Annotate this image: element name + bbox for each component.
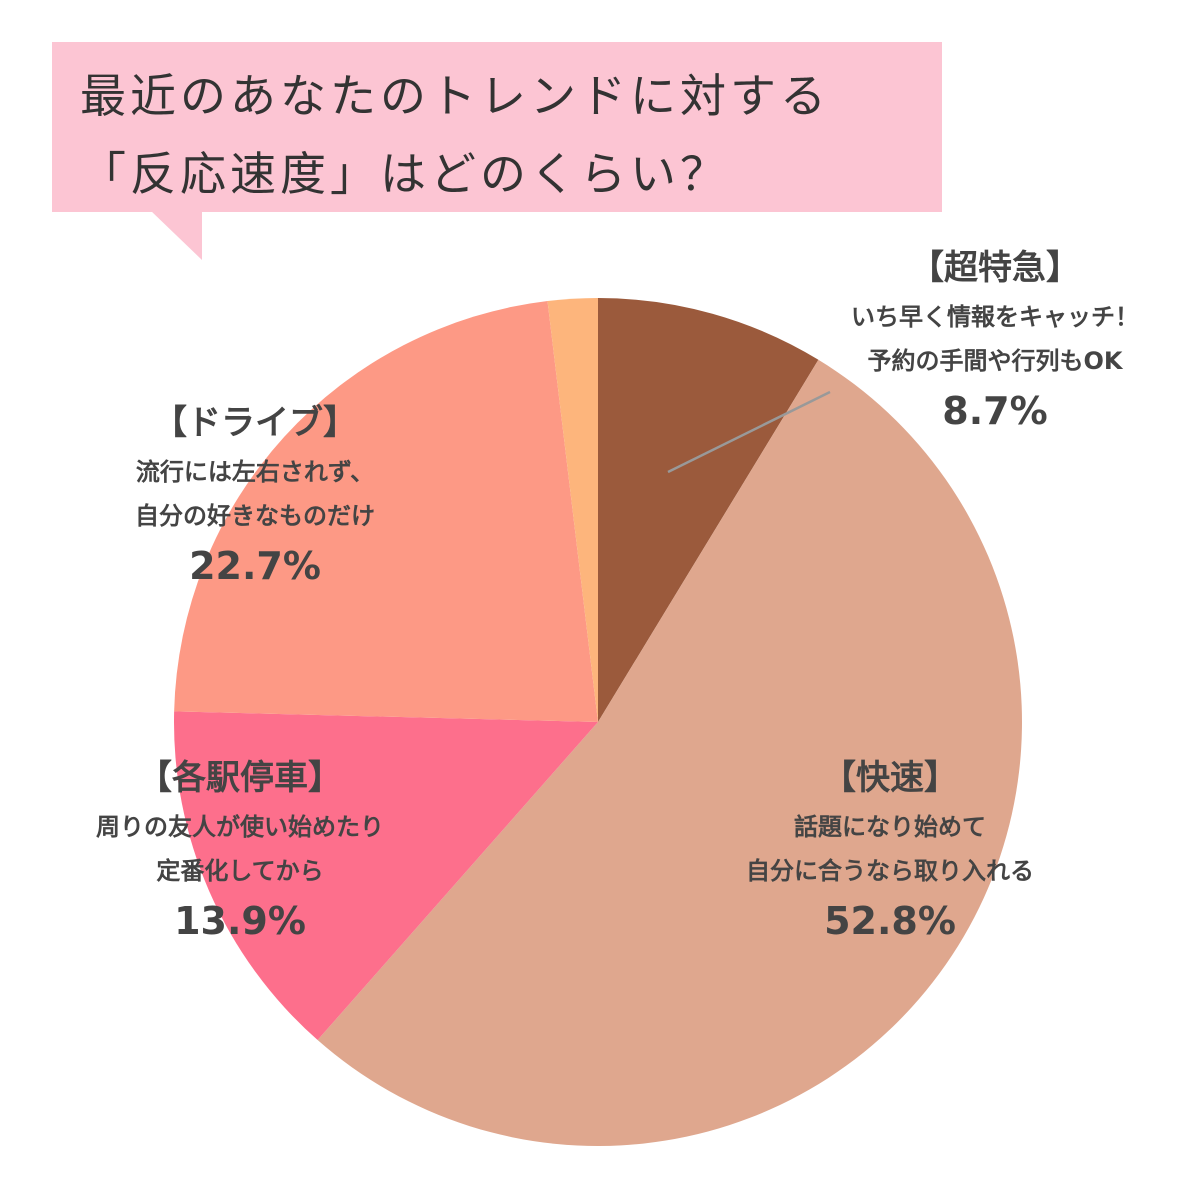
slice-value-drive: 22.7% (189, 544, 321, 588)
slice-value-rapid: 52.8% (824, 899, 956, 943)
slice-label-drive: 【ドライブ】 流行には左右されず、 自分の好きなものだけ 22.7% (60, 395, 450, 588)
slice-value-local: 13.9% (174, 899, 306, 943)
slice-label-local: 【各駅停車】 周りの友人が使い始めたり 定番化してから 13.9% (30, 750, 450, 943)
slice-name-express: 【超特急】 (910, 248, 1080, 288)
title-bubble (52, 42, 942, 212)
slice-desc-local-2: 定番化してから (156, 857, 324, 885)
chart-title-line-1: 最近のあなたのトレンドに対する (80, 69, 830, 123)
slice-desc-drive-1: 流行には左右されず、 (135, 458, 375, 486)
slice-name-local: 【各駅停車】 (138, 758, 342, 798)
pie-slice-local (173, 711, 598, 1041)
pie-slice-other (547, 298, 598, 722)
slice-value-express: 8.7% (942, 389, 1048, 433)
slice-desc-local-1: 周りの友人が使い始めたり (96, 813, 384, 841)
slice-name-drive: 【ドライブ】 (153, 403, 357, 443)
slice-desc-drive-2: 自分の好きなものだけ (135, 502, 375, 530)
slice-desc-express-2: 予約の手間や行列もOK (867, 347, 1123, 375)
slice-desc-rapid-1: 話題になり始めて (794, 813, 986, 841)
slice-desc-rapid-2: 自分に合うなら取り入れる (746, 857, 1034, 885)
slice-name-rapid: 【快速】 (822, 758, 958, 798)
title-bubble-tail (150, 210, 202, 260)
chart-title-line-2: 「反応速度」はどのくらい？ (80, 147, 730, 201)
pie-slice-rapid (317, 359, 1022, 1147)
slice-label-rapid: 【快速】 話題になり始めて 自分に合うなら取り入れる 52.8% (680, 750, 1100, 943)
slice-label-express: 【超特急】 いち早く情報をキャッチ！ 予約の手間や行列もOK 8.7% (780, 240, 1200, 433)
leader-line-express (667, 390, 831, 474)
pie-slice-express (598, 298, 819, 722)
pie-slice-drive (174, 301, 598, 722)
slice-desc-express-1: いち早く情報をキャッチ！ (851, 303, 1139, 331)
